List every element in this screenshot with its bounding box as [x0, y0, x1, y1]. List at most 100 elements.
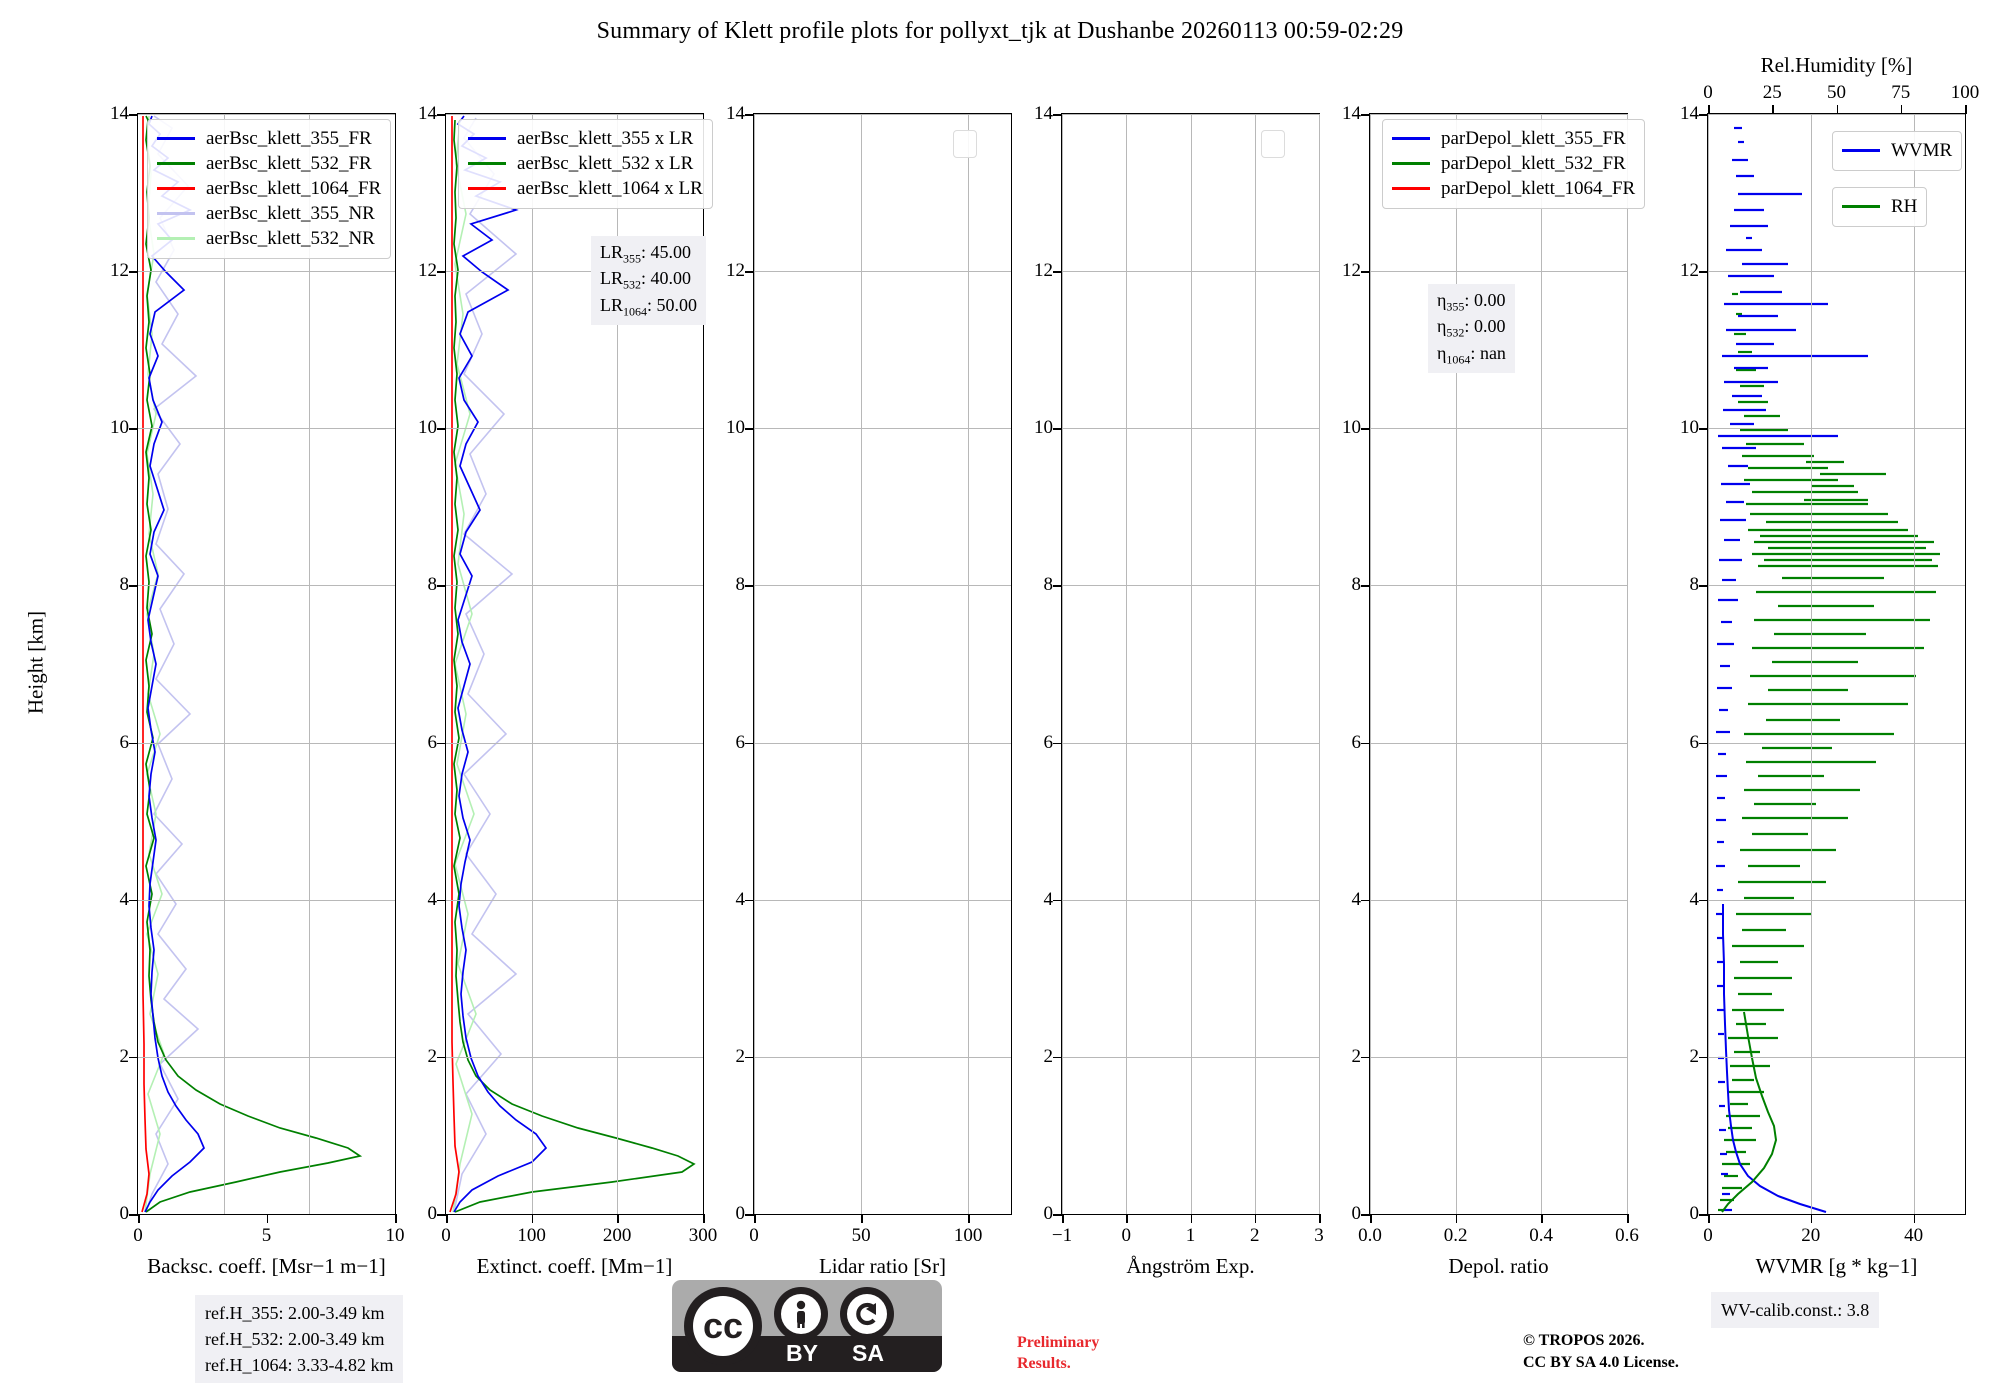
legend-label: aerBsc_klett_355_FR — [206, 127, 372, 149]
x-tick: 5 — [261, 1225, 272, 1246]
x-tick: 100 — [517, 1225, 546, 1246]
top-x-tick: 100 — [1950, 82, 1980, 103]
legend-swatch-532lr — [468, 162, 506, 165]
top-x-tick: 25 — [1762, 82, 1782, 103]
lr-name: LR — [600, 294, 624, 315]
lr-value: 50.00 — [656, 294, 698, 315]
x-tick: 300 — [688, 1225, 718, 1246]
legend-wvmr: WVMR — [1832, 131, 1963, 171]
legend-item: aerBsc_klett_355 x LR — [468, 126, 703, 151]
legend-label: aerBsc_klett_532 x LR — [517, 152, 694, 174]
y-tick: 2 — [1043, 1045, 1054, 1067]
wv-calib-const-box: WV-calib.const.: 3.8 — [1711, 1292, 1880, 1329]
eta-sub: 355 — [1446, 299, 1465, 314]
copyright-note: © TROPOS 2026. CC BY SA 4.0 License. — [1523, 1330, 1679, 1373]
eta-annotation: η355: 0.00 η532: 0.00 η1064: nan — [1428, 284, 1515, 374]
legend-item: RH — [1842, 194, 1917, 219]
x-axis-label-depol: Depol. ratio — [1448, 1254, 1549, 1278]
backscatter-traces — [141, 115, 363, 1213]
legend-label: aerBsc_klett_355 x LR — [517, 127, 694, 149]
copyright-line-2: CC BY SA 4.0 License. — [1523, 1353, 1679, 1371]
x-tick: 0.6 — [1615, 1225, 1639, 1246]
x-axis-label-lidar-ratio: Lidar ratio [Sr] — [818, 1254, 947, 1278]
ref-height-532: ref.H_532: 2.00-3.49 km — [205, 1329, 385, 1350]
y-tick: 2 — [735, 1045, 746, 1067]
legend-label: parDepol_klett_532_FR — [1441, 152, 1626, 174]
legend-swatch-wvmr — [1842, 149, 1880, 152]
legend-rh: RH — [1832, 187, 1928, 227]
legend-label: aerBsc_klett_1064 x LR — [517, 177, 703, 199]
page-title: Summary of Klett profile plots for polly… — [596, 18, 1404, 44]
legend-lidar-ratio-empty — [953, 130, 977, 158]
legend-swatch-532nr — [157, 237, 195, 240]
y-tick: 2 — [1689, 1045, 1700, 1067]
y-tick: 4 — [427, 888, 438, 910]
x-tick: 10 — [385, 1225, 405, 1246]
y-axis-label: Height [km] — [23, 610, 48, 715]
y-tick: 12 — [1342, 260, 1361, 282]
legend-item: parDepol_klett_532_FR — [1392, 151, 1635, 176]
x-tick: 0 — [133, 1225, 143, 1246]
reference-heights-box: ref.H_355: 2.00-3.49 km ref.H_532: 2.00-… — [195, 1295, 404, 1383]
lr-name: LR — [600, 268, 624, 289]
legend-label: aerBsc_klett_532_FR — [206, 152, 372, 174]
x-tick: 2 — [1250, 1225, 1260, 1246]
y-tick: 0 — [735, 1203, 746, 1224]
panel-wvmr-rh: 0 2 4 6 8 10 12 14 0 20 40 WVMR [g * kg−… — [1680, 53, 1979, 1278]
y-tick: 6 — [735, 731, 746, 753]
legend-swatch-355nr — [157, 212, 195, 215]
y-tick: 12 — [1680, 260, 1699, 282]
lr-sub: 355 — [623, 251, 642, 266]
y-tick: 8 — [1351, 574, 1362, 596]
y-tick: 0 — [119, 1203, 130, 1224]
y-tick: 14 — [726, 103, 745, 124]
y-tick: 0 — [1351, 1203, 1362, 1224]
y-tick: 2 — [119, 1045, 130, 1067]
x-tick: 0 — [749, 1225, 759, 1246]
legend-item: WVMR — [1842, 138, 1952, 163]
legend-label: aerBsc_klett_1064_FR — [206, 177, 382, 199]
x-tick: 0.0 — [1358, 1225, 1382, 1246]
legend-depol: parDepol_klett_355_FR parDepol_klett_532… — [1382, 119, 1646, 209]
y-tick: 14 — [1034, 103, 1053, 124]
y-tick: 6 — [1043, 731, 1054, 753]
lr-name: LR — [600, 242, 624, 262]
x-tick: −1 — [1051, 1225, 1073, 1246]
legend-item: aerBsc_klett_355_FR — [157, 126, 381, 151]
by-text: BY — [786, 1340, 818, 1366]
preliminary-line-1: Preliminary — [1017, 1334, 1100, 1351]
legend-swatch-355fr — [157, 137, 195, 140]
cc-text: cc — [702, 1305, 744, 1346]
preliminary-results-note: Preliminary Results. — [1017, 1333, 1099, 1375]
y-tick: 8 — [735, 574, 746, 596]
y-tick: 12 — [418, 260, 437, 282]
legend-swatch-1064lr — [468, 187, 506, 190]
panel-depol-ratio: 0 2 4 6 8 10 12 14 0.0 0.2 0.4 0.6 Depol… — [1342, 103, 1646, 1278]
x-axis-label-backscatter: Backsc. coeff. [Msr−1 m−1] — [147, 1254, 386, 1278]
sa-text: SA — [852, 1340, 884, 1366]
legend-swatch-pardepol532 — [1392, 162, 1430, 165]
legend-extinction: aerBsc_klett_355 x LR aerBsc_klett_532 x… — [458, 119, 713, 209]
y-tick: 10 — [418, 417, 437, 439]
legend-swatch-1064fr — [157, 187, 195, 190]
legend-item: parDepol_klett_355_FR — [1392, 126, 1635, 151]
lr-sub: 532 — [623, 278, 642, 293]
y-tick: 4 — [735, 888, 746, 910]
legend-swatch-355lr — [468, 137, 506, 140]
legend-label: WVMR — [1891, 139, 1953, 161]
y-tick: 2 — [1351, 1045, 1362, 1067]
y-tick: 14 — [418, 103, 437, 124]
lr-sub: 1064 — [623, 304, 648, 319]
legend-item: aerBsc_klett_532 x LR — [468, 151, 703, 176]
y-tick: 8 — [1043, 574, 1054, 596]
lr-value: 45.00 — [650, 242, 692, 262]
y-tick: 4 — [119, 888, 130, 910]
eta-sub: 532 — [1446, 326, 1465, 341]
y-tick: 6 — [427, 731, 438, 753]
y-tick: 14 — [1342, 103, 1361, 124]
cc-by-sa-license-badge[interactable]: cc BY SA — [672, 1280, 942, 1372]
legend-swatch-pardepol355 — [1392, 137, 1430, 140]
x-tick: 1 — [1185, 1225, 1196, 1246]
legend-item: aerBsc_klett_532_NR — [157, 226, 381, 251]
